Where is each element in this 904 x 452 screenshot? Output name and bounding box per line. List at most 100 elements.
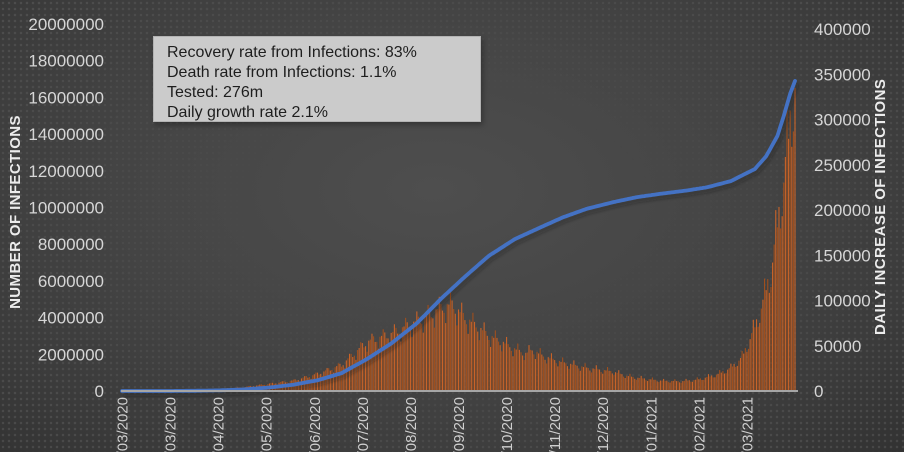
daily-increase-bar [490, 346, 492, 391]
daily-increase-bar [656, 381, 658, 391]
daily-increase-bar [730, 363, 732, 391]
daily-increase-bar [794, 88, 796, 391]
daily-increase-bar [688, 380, 690, 391]
daily-increase-bar [536, 351, 538, 391]
daily-increase-bar [659, 380, 661, 391]
daily-increase-bar [448, 304, 450, 391]
daily-increase-bar [424, 316, 426, 391]
daily-increase-bar [504, 343, 506, 391]
daily-increase-bar [712, 377, 714, 391]
daily-increase-bar [680, 382, 682, 391]
y-right-tick-label: 0 [814, 382, 823, 401]
daily-increase-bar [547, 357, 549, 391]
daily-increase-bar [743, 353, 745, 391]
daily-increase-bar [353, 355, 355, 391]
daily-increase-bar [409, 328, 411, 391]
daily-increase-bar [554, 360, 556, 391]
daily-increase-bar [419, 322, 421, 391]
daily-increase-bar [783, 182, 785, 391]
daily-increase-bar [558, 360, 560, 391]
daily-increase-bar [592, 368, 594, 391]
daily-increase-bar [408, 328, 410, 391]
daily-increase-bar [430, 317, 432, 391]
y-left-tick-label: 18000000 [28, 52, 104, 71]
daily-increase-bar [401, 327, 403, 391]
stat-line-death-rate: Death rate from Infections: 1.1% [167, 64, 397, 81]
daily-increase-bar [352, 357, 354, 391]
daily-increase-bar [568, 368, 570, 391]
daily-increase-bar [534, 359, 536, 391]
daily-increase-bar [425, 315, 427, 391]
daily-increase-bar [459, 312, 461, 391]
stat-line-recovery-rate: Recovery rate from Infections: 83% [167, 44, 417, 61]
daily-increase-bar [616, 372, 618, 391]
daily-increase-bar [546, 363, 548, 391]
daily-increase-bar [435, 309, 437, 391]
daily-increase-bar [491, 336, 493, 391]
daily-increase-bar [752, 319, 754, 391]
daily-increase-bar [552, 358, 554, 391]
daily-increase-bar [655, 379, 657, 391]
daily-increase-bar [755, 319, 758, 391]
daily-increase-bar [528, 345, 530, 391]
daily-increase-bar [465, 324, 468, 391]
daily-increase-bar [565, 363, 567, 391]
daily-increase-bar [398, 333, 400, 391]
y-left-tick-label: 4000000 [38, 309, 104, 328]
daily-increase-bar [449, 291, 452, 391]
daily-increase-bar [557, 366, 559, 391]
x-axis-tick-label: 27/09/2020 [451, 397, 468, 452]
daily-increase-bar [704, 377, 706, 391]
daily-increase-bar [669, 382, 671, 391]
daily-increase-bar [542, 356, 544, 391]
daily-increase-bar [584, 363, 586, 391]
x-axis-tick-label: 29/07/2020 [355, 397, 372, 452]
daily-increase-bar [690, 381, 692, 391]
daily-increase-bar [619, 373, 621, 391]
daily-increase-bar [648, 379, 650, 391]
daily-increase-bar [566, 366, 569, 391]
daily-increase-bar [653, 379, 655, 391]
daily-increase-bar [530, 349, 532, 391]
daily-increase-bar [413, 321, 415, 391]
daily-increase-bar [507, 344, 509, 391]
daily-increase-bar [578, 368, 580, 391]
daily-increase-bar [506, 336, 508, 391]
y-left-tick-label: 6000000 [38, 272, 104, 291]
daily-increase-bar [780, 228, 782, 391]
daily-increase-bar [395, 327, 397, 391]
daily-increase-bar [411, 337, 413, 391]
daily-increase-bar [416, 311, 418, 391]
daily-increase-bar [562, 357, 564, 391]
daily-increase-bar [775, 210, 777, 391]
daily-increase-bar [672, 380, 674, 391]
daily-increase-bar [550, 353, 552, 391]
daily-increase-bar [747, 348, 750, 391]
daily-increase-bar [589, 370, 591, 391]
daily-increase-bar [618, 370, 620, 391]
daily-increase-bar [379, 336, 381, 391]
daily-increase-bar [600, 371, 602, 391]
daily-increase-bar [457, 309, 460, 391]
daily-increase-bar [711, 375, 713, 391]
daily-increase-bar [602, 373, 604, 391]
daily-increase-bar [496, 337, 498, 391]
y-left-tick-label: 20000000 [28, 15, 104, 34]
daily-increase-bar [422, 332, 424, 391]
daily-increase-bar [715, 374, 718, 391]
daily-increase-bar [707, 374, 710, 391]
stats-info-box: Recovery rate from Infections: 83% Death… [153, 36, 481, 122]
daily-increase-bar [650, 379, 652, 391]
daily-increase-bar [574, 364, 577, 391]
daily-increase-bar [709, 376, 711, 391]
daily-increase-bar [443, 312, 445, 391]
daily-increase-bar [445, 323, 447, 391]
daily-increase-bar [674, 379, 676, 391]
y-left-tick-label: 0 [95, 382, 104, 401]
daily-increase-bar [661, 380, 663, 391]
daily-increase-bar [778, 206, 780, 391]
daily-increase-bar [682, 381, 684, 391]
daily-increase-bar [526, 352, 528, 391]
x-axis-tick-label: 28/08/2020 [403, 397, 420, 452]
daily-increase-bar [741, 351, 743, 391]
